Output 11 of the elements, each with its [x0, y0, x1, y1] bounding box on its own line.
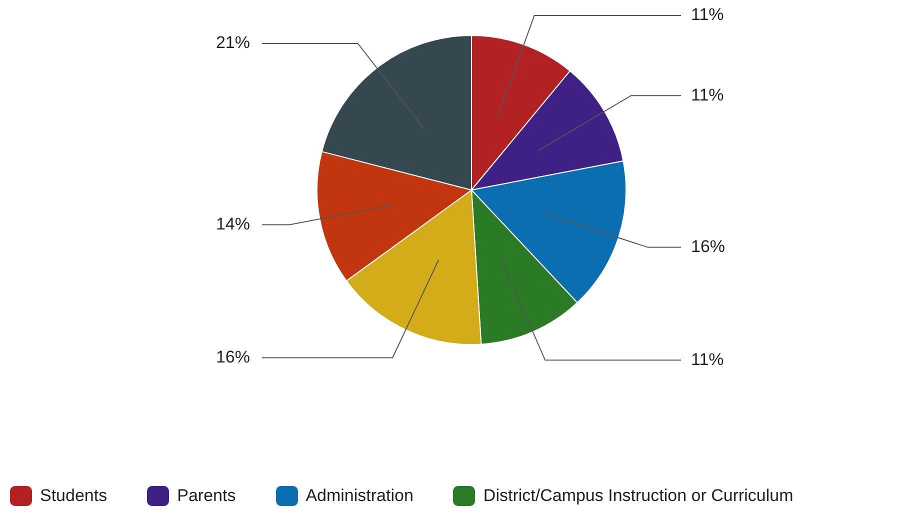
- legend-label: District/Campus Instruction or Curriculum: [483, 486, 794, 506]
- data-label: 11%: [691, 85, 724, 104]
- data-label: 11%: [691, 350, 724, 369]
- legend-label: Administration: [306, 486, 414, 506]
- legend-label: Parents: [177, 486, 236, 506]
- data-label: 14%: [216, 214, 250, 234]
- data-label: 16%: [691, 236, 726, 256]
- data-label: 21%: [216, 33, 250, 52]
- data-label: 16%: [216, 347, 250, 366]
- data-label: 11%: [691, 5, 724, 24]
- legend-label: Students: [40, 486, 108, 506]
